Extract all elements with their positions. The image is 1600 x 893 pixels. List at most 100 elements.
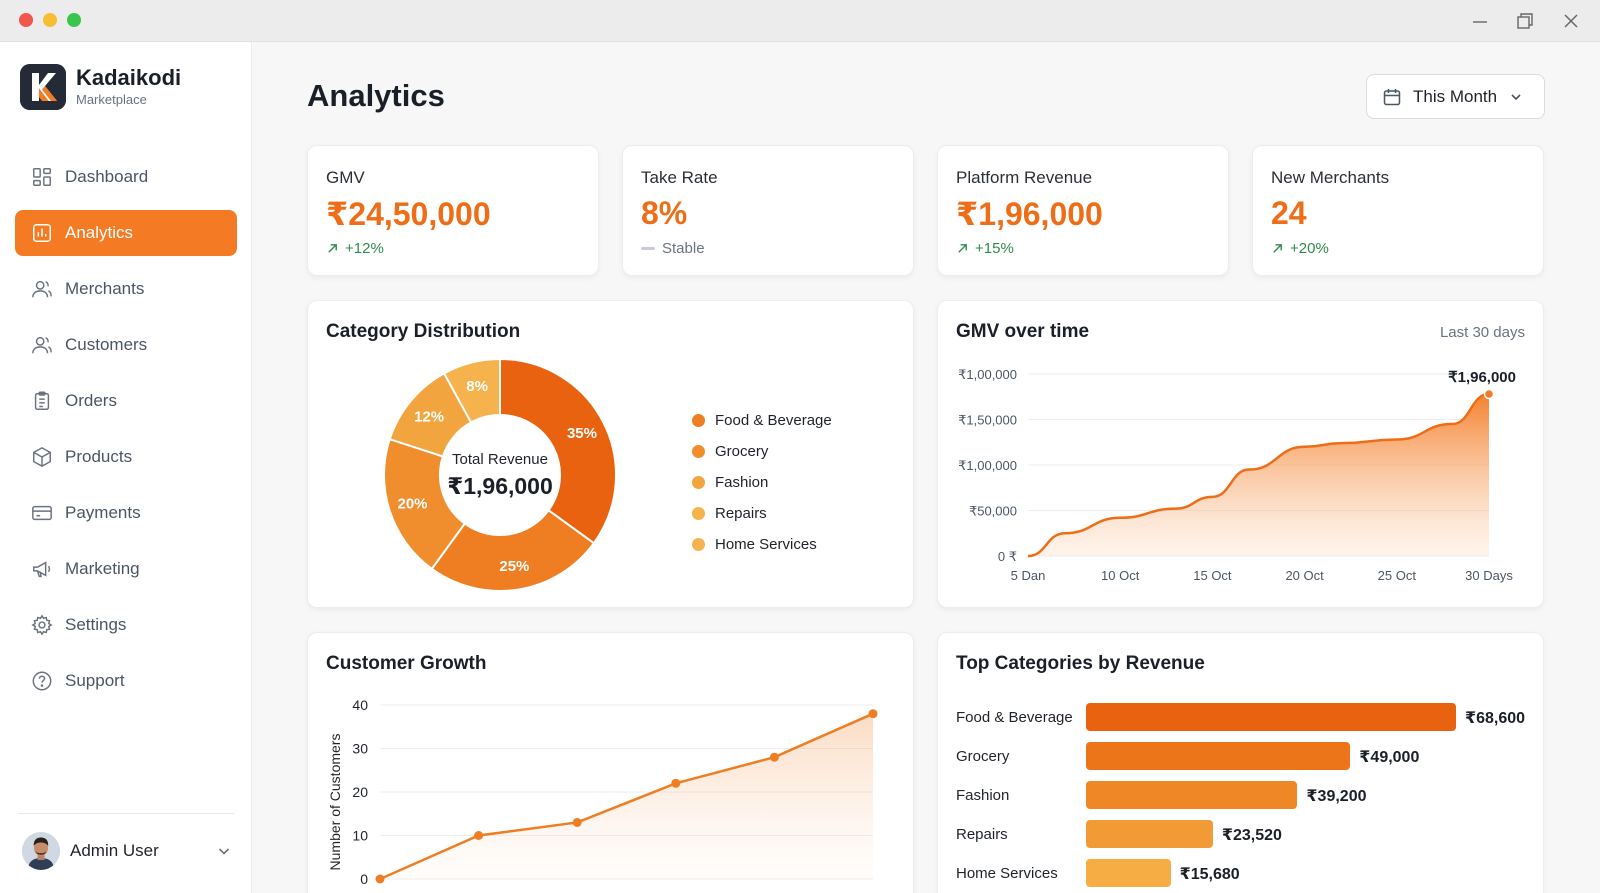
- user-name: Admin User: [70, 841, 159, 860]
- y-tick-label: 40: [352, 697, 368, 713]
- bar-category-label: Repairs: [956, 826, 1008, 843]
- kpi-value: 8%: [641, 195, 688, 231]
- sidebar-item-payments[interactable]: Payments: [15, 490, 237, 536]
- sidebar-item-label: Dashboard: [65, 167, 149, 186]
- x-tick-label: 20 Oct: [1285, 568, 1324, 583]
- donut-slice-label: 12%: [414, 408, 444, 425]
- bar[interactable]: [1086, 703, 1456, 731]
- gmv-end-point[interactable]: [1483, 388, 1495, 400]
- brand-subtitle: Marketplace: [76, 92, 147, 107]
- sidebar-item-products[interactable]: Products: [15, 434, 237, 480]
- minimize-icon[interactable]: [1468, 9, 1492, 33]
- y-tick-label: 20: [352, 784, 368, 800]
- legend-item[interactable]: Repairs: [692, 498, 832, 529]
- gmv-end-label: ₹1,96,000: [1448, 369, 1516, 386]
- kpi-trend: +12%: [326, 240, 384, 257]
- restore-icon[interactable]: [1513, 9, 1537, 33]
- donut-slice[interactable]: [499, 357, 617, 545]
- bar-row: Grocery ₹49,000: [956, 742, 1536, 772]
- bar[interactable]: [1086, 781, 1298, 809]
- brand-logo: [20, 64, 66, 110]
- window-zoom-dot[interactable]: [67, 13, 81, 27]
- sidebar-item-orders[interactable]: Orders: [15, 378, 237, 424]
- sidebar-item-label: Analytics: [65, 223, 134, 242]
- window-close-dot[interactable]: [19, 13, 33, 27]
- sidebar-item-settings[interactable]: Settings: [15, 602, 237, 648]
- y-tick-label: ₹1,00,000: [958, 458, 1017, 473]
- close-icon[interactable]: [1559, 9, 1583, 33]
- sidebar-item-label: Marketing: [65, 559, 140, 578]
- logo-k-icon: [20, 64, 66, 110]
- sidebar-item-label: Products: [65, 447, 133, 466]
- x-tick-label: 5 Dan: [1011, 568, 1046, 583]
- chevron-down-icon[interactable]: [216, 843, 232, 859]
- growth-series-line[interactable]: [379, 712, 874, 881]
- chart-legend: Food & Beverage Grocery Fashion Repairs Home…: [692, 405, 832, 560]
- y-tick-label: ₹1,00,000: [958, 367, 1017, 382]
- bar[interactable]: [1086, 859, 1171, 887]
- gmv-area-fill: [1028, 394, 1489, 556]
- legend-item[interactable]: Home Services: [692, 529, 832, 560]
- y-tick-label: 10: [352, 828, 368, 844]
- bar-value-label: ₹49,000: [1359, 749, 1420, 766]
- bar-value-label: ₹15,680: [1179, 866, 1240, 883]
- bar-row: Home Services ₹15,680: [956, 859, 1536, 889]
- dashboard-icon: [33, 168, 51, 186]
- legend-label: Fashion: [715, 474, 769, 491]
- customers-icon: [32, 336, 52, 354]
- x-tick-label: 10 Oct: [1101, 568, 1140, 583]
- window-minimize-dot[interactable]: [43, 13, 57, 27]
- kpi-card-platform-revenue: Platform Revenue ₹1,96,000 +15%: [937, 145, 1229, 276]
- period-select[interactable]: This Month: [1366, 74, 1545, 119]
- period-label: This Month: [1413, 86, 1498, 106]
- panel-title: GMV over time: [956, 321, 1090, 342]
- bar-value-label: ₹23,520: [1221, 827, 1282, 844]
- growth-data-point[interactable]: [671, 778, 681, 788]
- growth-data-point[interactable]: [375, 874, 385, 884]
- kpi-trend-value: +15%: [975, 240, 1014, 257]
- analytics-icon: [33, 224, 51, 242]
- sidebar-item-marketing[interactable]: Marketing: [15, 546, 237, 592]
- sidebar-item-merchants[interactable]: Merchants: [15, 266, 237, 312]
- settings-icon: [31, 614, 53, 636]
- legend-item[interactable]: Food & Beverage: [692, 405, 832, 436]
- kpi-trend: Stable: [641, 240, 705, 257]
- sidebar-item-support[interactable]: Support: [15, 658, 237, 704]
- kpi-trend-value: +20%: [1290, 240, 1329, 257]
- donut-slice[interactable]: [442, 357, 501, 424]
- page-title: Analytics: [307, 78, 445, 113]
- legend-swatch: [692, 445, 705, 458]
- kpi-label: Platform Revenue: [956, 168, 1093, 187]
- y-tick-label: 0 ₹: [998, 549, 1017, 564]
- growth-data-point[interactable]: [572, 817, 582, 827]
- calendar-icon: [1383, 88, 1401, 105]
- sidebar: Kadaikodi Marketplace Dashboard Analytic…: [0, 42, 252, 893]
- donut-slice[interactable]: [383, 437, 467, 571]
- growth-data-point[interactable]: [474, 831, 484, 840]
- donut-center-value: ₹1,96,000: [447, 473, 553, 499]
- panel-title: Category Distribution: [326, 321, 521, 342]
- y-tick-label: 30: [352, 741, 368, 757]
- sidebar-item-dashboard[interactable]: Dashboard: [15, 154, 237, 200]
- sidebar-item-label: Payments: [65, 503, 141, 522]
- gmv-series-line[interactable]: [1027, 392, 1490, 558]
- brand[interactable]: Kadaikodi Marketplace: [20, 64, 181, 110]
- growth-data-point[interactable]: [868, 709, 878, 719]
- customer-growth-chart: 0 10 20 30 40 Number of Customers: [327, 697, 878, 887]
- bar[interactable]: [1086, 820, 1213, 848]
- bar[interactable]: [1086, 742, 1351, 770]
- growth-data-point[interactable]: [769, 752, 779, 762]
- kpi-value: ₹1,96,000: [956, 196, 1103, 232]
- donut-slice[interactable]: [430, 508, 596, 592]
- y-tick-label: 0: [360, 871, 368, 887]
- sidebar-item-label: Settings: [65, 615, 127, 634]
- legend-item[interactable]: Fashion: [692, 467, 832, 498]
- sidebar-item-customers[interactable]: Customers: [15, 322, 237, 368]
- legend-item[interactable]: Grocery: [692, 436, 832, 467]
- x-tick-label: 25 Oct: [1378, 568, 1417, 583]
- sidebar-item-analytics[interactable]: Analytics: [15, 210, 237, 256]
- legend-label: Home Services: [715, 536, 817, 553]
- user-menu[interactable]: Admin User: [22, 832, 232, 870]
- x-tick-label: 15 Oct: [1193, 568, 1232, 583]
- gmv-over-time-card: GMV over time Last 30 days 0 ₹ ₹50,000 ₹1,…: [937, 300, 1544, 608]
